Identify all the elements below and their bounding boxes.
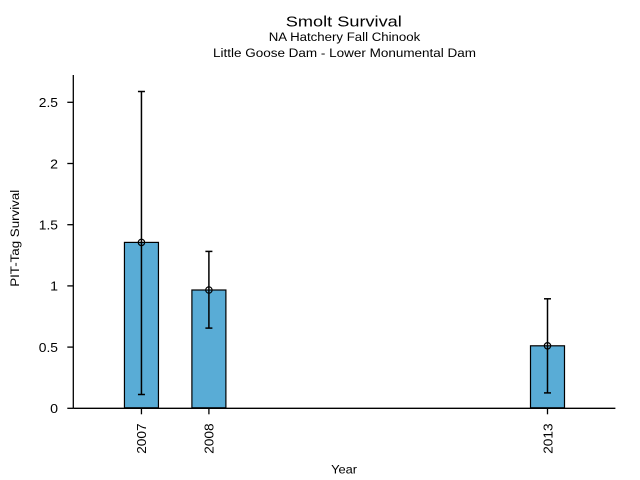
svg-text:2.5: 2.5 — [39, 96, 58, 110]
svg-text:2013: 2013 — [541, 423, 555, 453]
svg-text:Smolt Survival: Smolt Survival — [286, 14, 402, 31]
svg-text:1.5: 1.5 — [39, 219, 58, 233]
svg-text:2007: 2007 — [135, 423, 149, 453]
svg-text:2008: 2008 — [203, 423, 217, 453]
svg-text:NA Hatchery Fall Chinook: NA Hatchery Fall Chinook — [269, 30, 421, 44]
svg-text:0.5: 0.5 — [39, 341, 58, 355]
svg-text:0: 0 — [50, 402, 58, 416]
svg-text:2: 2 — [50, 157, 58, 171]
svg-text:PIT-Tag Survival: PIT-Tag Survival — [8, 190, 22, 287]
svg-text:Little Goose Dam - Lower Monum: Little Goose Dam - Lower Monumental Dam — [213, 46, 476, 60]
svg-text:1: 1 — [50, 280, 58, 294]
svg-text:Year: Year — [331, 463, 357, 477]
